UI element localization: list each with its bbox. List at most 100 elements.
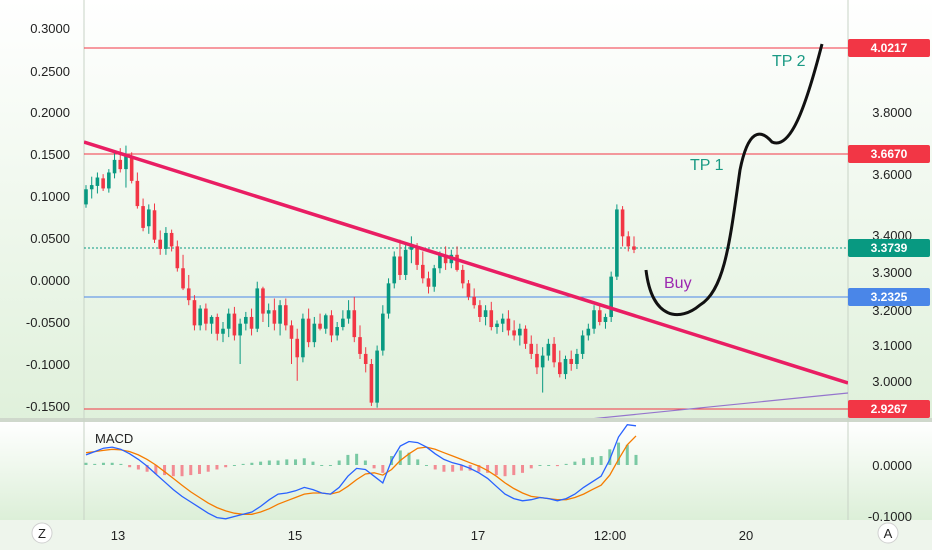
candle-body — [278, 305, 282, 324]
macd-hist-bar — [311, 461, 315, 465]
macd-hist-bar — [416, 459, 420, 465]
tp2-label: TP 2 — [772, 53, 806, 70]
candle-body — [209, 316, 214, 324]
candle-body — [603, 316, 608, 322]
candle-body — [146, 209, 151, 227]
time-axis[interactable]: 13 15 17 12:00 20 — [111, 528, 753, 543]
macd-hist-bar — [110, 462, 114, 465]
macd-hist-bar — [582, 458, 586, 465]
macd-hist-bar — [241, 463, 245, 465]
left-price-axis[interactable]: 0.3000 0.2500 0.2000 0.1500 0.1000 0.0500 0.00… — [26, 21, 70, 414]
candle-body — [255, 288, 260, 329]
auto-scale-button[interactable]: A — [877, 522, 899, 544]
macd-hist-bar — [451, 465, 455, 472]
candle-body — [512, 330, 516, 336]
macd-hist-bar — [442, 465, 446, 472]
left-axis-tick: -0.0500 — [26, 315, 70, 330]
macd-hist-bar — [459, 465, 463, 471]
downtrend-line[interactable] — [84, 140, 848, 385]
right-axis-tick: 3.2000 — [872, 303, 912, 318]
candle-body — [500, 318, 505, 324]
candle-body — [152, 210, 157, 240]
candle-body — [89, 185, 94, 190]
timezone-button[interactable]: Z — [31, 522, 53, 544]
candle-body — [318, 323, 322, 329]
main-pane — [84, 43, 848, 420]
macd-hist-bar — [424, 465, 428, 466]
time-axis-tick: 20 — [739, 528, 753, 543]
candle-body — [352, 310, 357, 338]
candle-body — [341, 318, 345, 328]
support-trend-line[interactable] — [580, 392, 848, 420]
candle-body — [495, 323, 499, 328]
candle-body — [335, 327, 339, 336]
price-tag — [848, 39, 930, 57]
candle-body — [398, 256, 402, 275]
left-axis-tick: 0.0500 — [30, 231, 70, 246]
macd-hist-bar — [224, 465, 228, 468]
price-tag — [848, 145, 930, 163]
candle-body — [575, 353, 579, 364]
macd-hist-bar — [503, 465, 507, 477]
candle-body — [312, 323, 317, 343]
price-tag — [848, 288, 930, 306]
candle-body — [358, 337, 362, 354]
macd-title: MACD — [95, 431, 133, 446]
pane-divider[interactable] — [0, 418, 932, 422]
candle-body — [506, 318, 511, 331]
right-axis-tick: 3.6000 — [872, 167, 912, 182]
candle-body — [375, 350, 379, 403]
candle-body — [386, 283, 391, 314]
macd-pane — [84, 424, 638, 520]
candle-body — [563, 358, 568, 375]
candle-body — [158, 239, 163, 249]
candle-body — [101, 178, 105, 189]
candle-body — [226, 313, 231, 329]
macd-hist-bar — [180, 465, 184, 477]
macd-hist-bar — [93, 463, 97, 465]
macd-hist-bar — [625, 444, 629, 465]
macd-hist-bar — [538, 465, 542, 466]
price-tag-label: 3.3739 — [871, 241, 908, 255]
macd-hist-bar — [232, 465, 236, 466]
macd-hist-bar — [163, 465, 167, 476]
macd-hist-bar — [145, 465, 149, 472]
candle-body — [283, 305, 288, 326]
macd-hist-bar — [215, 465, 219, 470]
candle-body — [540, 355, 545, 368]
macd-hist-bar — [486, 465, 490, 473]
candle-body — [632, 246, 636, 250]
candle-body — [557, 362, 562, 375]
macd-axis[interactable]: 0.0000 -0.1000 — [868, 458, 912, 524]
candle-body — [409, 246, 414, 250]
left-axis-tick: 0.2000 — [30, 105, 70, 120]
time-axis-background — [0, 520, 932, 550]
candle-body — [518, 328, 522, 336]
macd-axis-tick: 0.0000 — [872, 458, 912, 473]
candle-body — [483, 310, 488, 317]
macd-hist-bar — [494, 465, 498, 476]
candle-body — [597, 310, 602, 322]
candle-body — [489, 310, 494, 328]
candle-body — [426, 278, 431, 287]
time-axis-tick: 12:00 — [594, 528, 627, 543]
projection-path[interactable] — [644, 43, 824, 317]
macd-background — [0, 422, 932, 520]
macd-hist-bar — [337, 460, 341, 465]
candle-body — [392, 256, 397, 284]
macd-hist-bar — [328, 465, 332, 466]
candle-body — [301, 318, 305, 358]
corner-left-label: Z — [38, 526, 46, 541]
macd-hist-bar — [355, 453, 359, 465]
candle-body — [432, 268, 437, 287]
macd-hist-bar — [302, 458, 306, 465]
candle-body — [546, 343, 551, 356]
right-axis-tick: 3.0000 — [872, 374, 912, 389]
candle-body — [443, 254, 448, 264]
candle-body — [535, 353, 539, 368]
left-axis-tick: 0.3000 — [30, 21, 70, 36]
price-tag-label: 3.2325 — [871, 290, 908, 304]
price-tags: 4.0217 3.6670 3.3739 3.2325 2.9267 — [848, 39, 930, 418]
